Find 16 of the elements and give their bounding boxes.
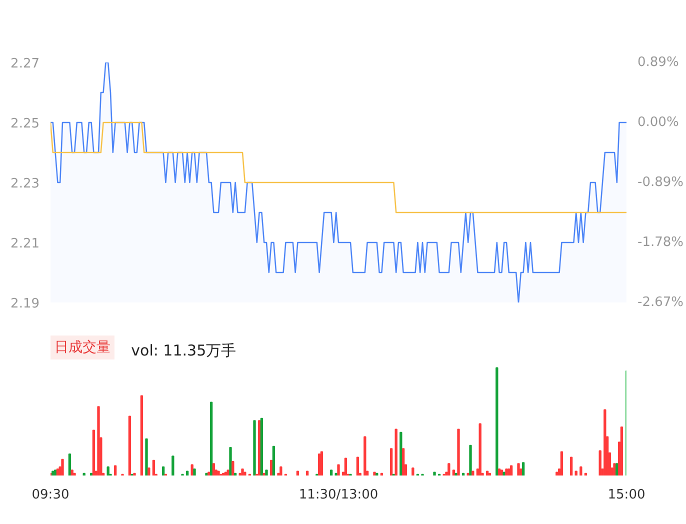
line-series (50, 122, 626, 214)
y-tick-label: 2.23 (10, 176, 40, 192)
y-tick-label: 2.25 (10, 116, 40, 132)
y2-tick-label: 0.00% (638, 115, 679, 130)
y2-tick-label: -2.67% (638, 295, 684, 310)
y-tick-label: 2.19 (10, 296, 40, 312)
text: vol: 11.35万手 (131, 342, 236, 360)
y2-tick-label: -0.89% (638, 175, 684, 190)
x-tick-label: 11:30/13:00 (298, 488, 378, 502)
chart-title: 日成交量 (54, 340, 110, 356)
y-tick-label: 2.27 (10, 56, 40, 72)
y-tick-label: 2.21 (10, 236, 40, 252)
x-tick-label: 15:00 (608, 488, 646, 502)
x-tick-label: 09:30 (32, 488, 70, 502)
y2-tick-label: 0.89% (638, 55, 679, 70)
y2-tick-label: -1.78% (638, 235, 684, 250)
